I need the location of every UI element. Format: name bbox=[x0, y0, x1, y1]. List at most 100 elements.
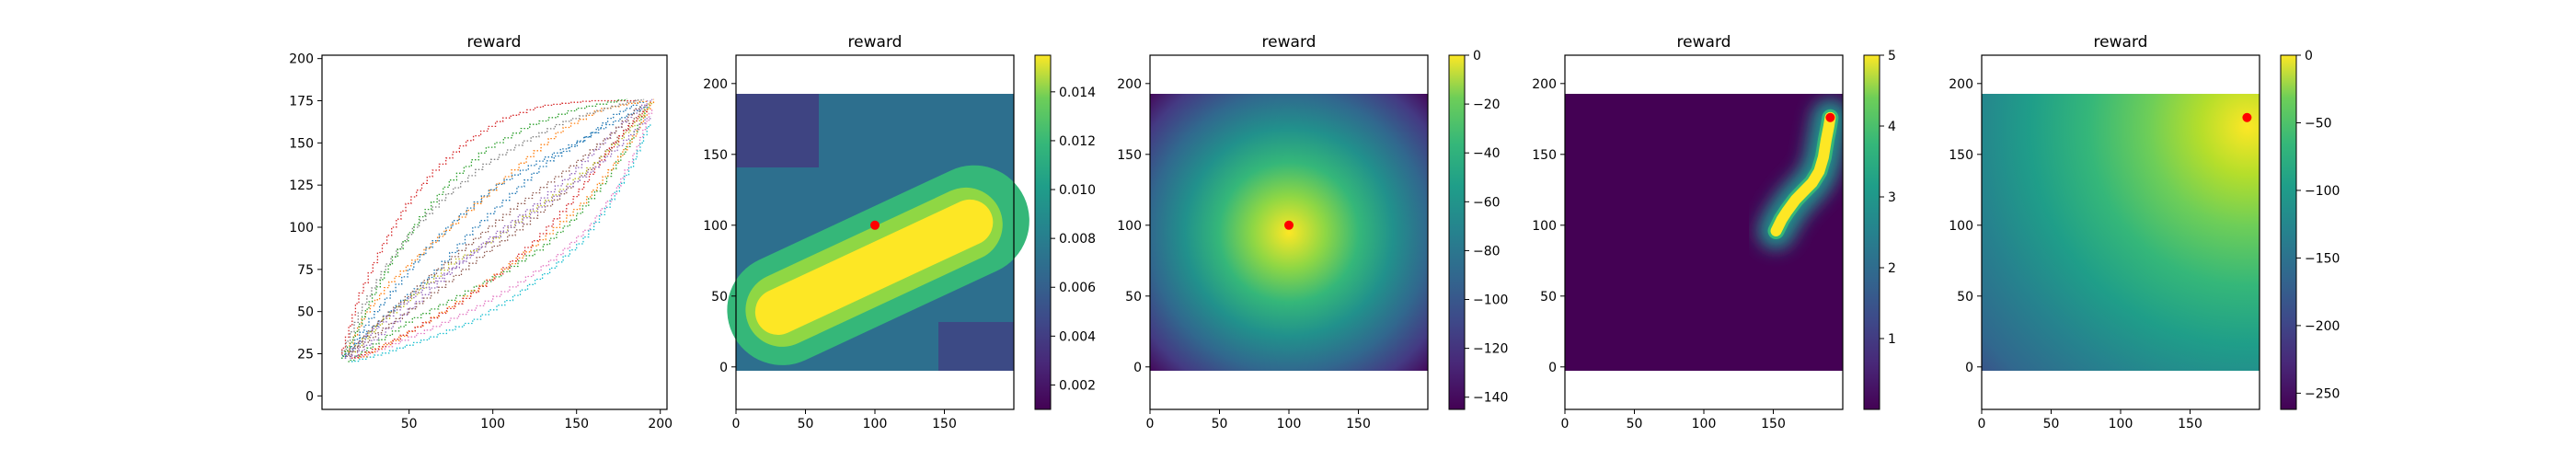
heatmap-image bbox=[727, 94, 1029, 371]
chart-title: reward bbox=[848, 33, 903, 52]
series-line bbox=[341, 99, 638, 354]
y-tick-label: 0 bbox=[1965, 361, 1973, 375]
x-tick-label: 100 bbox=[863, 417, 888, 431]
target-marker bbox=[870, 220, 880, 230]
colorbar-tick-label: −150 bbox=[2305, 251, 2340, 266]
colorbar: 1 2 3 4 5 bbox=[1863, 49, 1896, 410]
series-line bbox=[341, 98, 627, 359]
colorbar-tick-label: −60 bbox=[1473, 195, 1501, 210]
y-tick-label: 50 bbox=[711, 290, 728, 305]
y-tick-label: 200 bbox=[1949, 77, 1973, 92]
colorbar-tick-label: −250 bbox=[2305, 386, 2340, 401]
colorbar-gradient bbox=[1863, 54, 1880, 410]
y-tick-label: 100 bbox=[1532, 219, 1557, 234]
series-line bbox=[344, 106, 648, 358]
series-line bbox=[348, 106, 650, 362]
target-marker bbox=[1284, 220, 1294, 230]
x-tick-label: 50 bbox=[1212, 417, 1228, 431]
y-tick-label: 100 bbox=[703, 219, 728, 234]
y-tick-label: 0 bbox=[719, 361, 728, 375]
x-tick-label: 100 bbox=[2109, 417, 2133, 431]
plot-frame bbox=[321, 54, 668, 410]
x-tick-label: 50 bbox=[798, 417, 814, 431]
colorbar-tick-label: 1 bbox=[1888, 332, 1896, 347]
y-tick-label: 200 bbox=[289, 52, 314, 67]
x-tick-label: 0 bbox=[1978, 417, 1986, 431]
colorbar: 0 −20 −40 −60 −80 −100 −120 −140 bbox=[1448, 49, 1508, 410]
x-tick-label: 0 bbox=[1146, 417, 1155, 431]
colorbar-tick-label: 0.006 bbox=[1059, 281, 1096, 295]
y-tick-label: 100 bbox=[289, 221, 314, 236]
y-tick-label: 0 bbox=[1548, 361, 1557, 375]
y-tick-label: 50 bbox=[1125, 290, 1142, 305]
axis-ticks: 0 50 100 150 0 50 100 150 200 bbox=[703, 77, 957, 431]
x-tick-label: 0 bbox=[1561, 417, 1570, 431]
colorbar-tick-label: 0.008 bbox=[1059, 232, 1096, 247]
x-tick-label: 50 bbox=[401, 417, 418, 431]
series-line bbox=[351, 109, 648, 359]
colorbar-tick-label: 0.010 bbox=[1059, 183, 1096, 198]
x-tick-label: 50 bbox=[1627, 417, 1643, 431]
colorbar-gradient bbox=[2280, 54, 2297, 410]
colorbar-tick-label: −80 bbox=[1473, 244, 1501, 259]
target-marker bbox=[2242, 112, 2252, 122]
x-tick-label: 50 bbox=[2043, 417, 2060, 431]
series-line bbox=[350, 98, 653, 359]
colorbar-tick-label: 3 bbox=[1888, 190, 1896, 205]
colorbar-tick-label: 0.014 bbox=[1059, 86, 1096, 100]
series-line bbox=[344, 102, 651, 359]
x-tick-label: 150 bbox=[1346, 417, 1371, 431]
path-core bbox=[1770, 111, 1836, 236]
colorbar-tick-label: −120 bbox=[1473, 342, 1508, 357]
colorbar-gradient bbox=[1448, 54, 1466, 410]
heatmap-image bbox=[1565, 94, 1843, 371]
colorbar: 0 −50 −100 −150 −200 −250 bbox=[2280, 49, 2340, 410]
axis-ticks: 0 50 100 150 0 50 100 150 200 bbox=[1117, 77, 1371, 431]
x-tick-label: 150 bbox=[1761, 417, 1786, 431]
x-tick-label: 200 bbox=[648, 417, 673, 431]
y-tick-label: 150 bbox=[1117, 148, 1142, 163]
colorbar-tick-label: 0.002 bbox=[1059, 378, 1096, 393]
y-tick-label: 50 bbox=[1540, 290, 1557, 305]
chart-title: reward bbox=[1262, 33, 1317, 52]
colorbar-tick-label: 0.012 bbox=[1059, 134, 1096, 149]
y-tick-label: 0 bbox=[305, 389, 314, 404]
y-tick-label: 200 bbox=[1117, 77, 1142, 92]
y-tick-label: 150 bbox=[703, 148, 728, 163]
colorbar-tick-label: −20 bbox=[1473, 98, 1501, 112]
y-tick-label: 75 bbox=[297, 263, 314, 278]
heatmap-image bbox=[1150, 94, 1428, 371]
colorbar-tick-label: −40 bbox=[1473, 146, 1501, 161]
target-marker bbox=[1825, 112, 1835, 122]
colorbar: 0.002 0.004 0.006 0.008 0.010 0.012 0.014 bbox=[1034, 54, 1096, 410]
y-tick-label: 200 bbox=[703, 77, 728, 92]
y-tick-label: 100 bbox=[1117, 219, 1142, 234]
series-line bbox=[344, 116, 651, 359]
series-line bbox=[341, 98, 645, 356]
chart-title: reward bbox=[2094, 33, 2148, 52]
colorbar-tick-label: 0 bbox=[2305, 49, 2313, 63]
colorbar-tick-label: −100 bbox=[1473, 293, 1508, 308]
axis-ticks: 50 100 150 200 0 25 50 75 100 125 150 175 200 bbox=[289, 52, 673, 431]
series-line bbox=[348, 106, 641, 354]
x-tick-label: 150 bbox=[564, 417, 589, 431]
colorbar-tick-label: −50 bbox=[2305, 116, 2332, 131]
colorbar-tick-label: 0 bbox=[1473, 49, 1481, 63]
colorbar-tick-label: −140 bbox=[1473, 391, 1508, 406]
colorbar-tick-label: −100 bbox=[2305, 184, 2340, 199]
x-tick-label: 0 bbox=[732, 417, 741, 431]
y-tick-label: 200 bbox=[1532, 77, 1557, 92]
y-tick-label: 150 bbox=[289, 136, 314, 151]
chart-title: reward bbox=[467, 33, 522, 52]
colorbar-gradient bbox=[1034, 54, 1052, 410]
heatmap-chart-corner: reward 0 50 100 150 0 50 100 150 200 0 −50 −100 −15… bbox=[1949, 33, 2340, 431]
x-tick-label: 100 bbox=[480, 417, 505, 431]
colorbar-tick-label: 2 bbox=[1888, 261, 1896, 276]
axis-ticks: 0 50 100 150 0 50 100 150 200 bbox=[1949, 77, 2202, 431]
heatmap-dark-corner-br bbox=[938, 322, 1014, 371]
chart-title: reward bbox=[1677, 33, 1731, 52]
heatmap-base bbox=[1565, 94, 1843, 371]
colorbar-tick-label: 5 bbox=[1888, 49, 1896, 63]
